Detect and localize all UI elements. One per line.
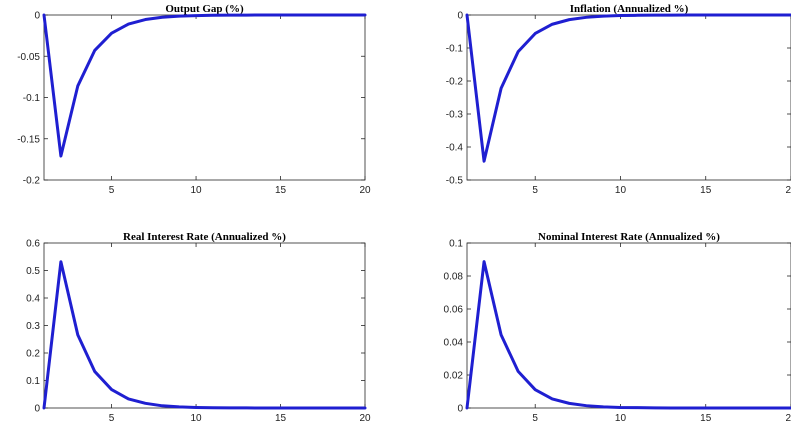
panel-title: Output Gap (%)	[165, 3, 244, 15]
panel-title: Real Interest Rate (Annualized %)	[123, 231, 286, 243]
y-tick-label: 0	[457, 404, 463, 415]
y-tick-label: 0	[34, 404, 40, 415]
y-tick-label: -0.1	[446, 44, 464, 55]
x-tick-label: 10	[615, 413, 627, 424]
panel-title: Nominal Interest Rate (Annualized %)	[538, 231, 720, 243]
series-line	[42, 13, 367, 158]
x-tick-label: 20	[359, 413, 371, 424]
panel-title: Inflation (Annualized %)	[570, 3, 689, 15]
x-tick-label: 5	[109, 413, 115, 424]
y-tick-label: -0.4	[446, 143, 464, 154]
series-line	[465, 13, 791, 163]
y-tick-label: -0.2	[446, 77, 464, 88]
y-tick-label: 0.3	[26, 321, 40, 332]
x-tick-label: 5	[109, 185, 115, 196]
axes-box	[466, 14, 791, 181]
x-tick-label: 20	[785, 413, 791, 424]
y-tick-label: -0.5	[446, 176, 464, 187]
y-tick-label: 0.08	[444, 272, 464, 283]
y-tick-label: 0.04	[444, 338, 464, 349]
y-tick-label: -0.3	[446, 110, 464, 121]
panel-nominal-interest-rate: Nominal Interest Rate (Annualized %) 0 0.0…	[444, 231, 791, 424]
y-tick-label: 0	[34, 11, 40, 22]
axes-box	[43, 14, 366, 181]
y-tick-label: 0.4	[26, 294, 40, 305]
y-tick-label: 0.1	[449, 239, 463, 250]
panel-real-interest-rate: Real Interest Rate (Annualized %) 0 0.1 0.2…	[26, 231, 371, 424]
y-tick-label: 0.06	[444, 305, 464, 316]
y-tick-label: 0	[457, 11, 463, 22]
x-tick-label: 20	[359, 185, 371, 196]
y-tick-label: 0.2	[26, 349, 40, 360]
panel-output-gap: Output Gap (%) -0.2 -0.15 -0.1 -0.05 0 5 10 15 20	[17, 3, 371, 196]
x-tick-label: 5	[532, 185, 538, 196]
series-line	[465, 260, 791, 410]
x-tick-label: 5	[532, 413, 538, 424]
x-tick-label: 15	[700, 185, 712, 196]
y-tick-label: 0.5	[26, 266, 40, 277]
axes-box	[466, 242, 791, 409]
x-tick-label: 15	[275, 413, 287, 424]
y-tick-label: 0.1	[26, 376, 40, 387]
x-tick-label: 10	[190, 413, 202, 424]
y-tick-label: 0.6	[26, 239, 40, 250]
x-tick-label: 10	[615, 185, 627, 196]
axes-box	[43, 242, 366, 409]
series-line	[42, 260, 367, 410]
x-tick-label: 10	[190, 185, 202, 196]
y-tick-label: -0.15	[17, 134, 40, 145]
y-tick-label: 0.02	[444, 371, 464, 382]
y-tick-label: -0.2	[23, 176, 41, 187]
x-tick-label: 15	[700, 413, 712, 424]
y-tick-label: -0.1	[23, 93, 41, 104]
x-tick-label: 20	[785, 185, 791, 196]
x-tick-label: 15	[275, 185, 287, 196]
y-tick-label: -0.05	[17, 52, 40, 63]
panel-inflation: Inflation (Annualized %) -0.5 -0.4 -0.3 -0.2…	[446, 3, 791, 196]
